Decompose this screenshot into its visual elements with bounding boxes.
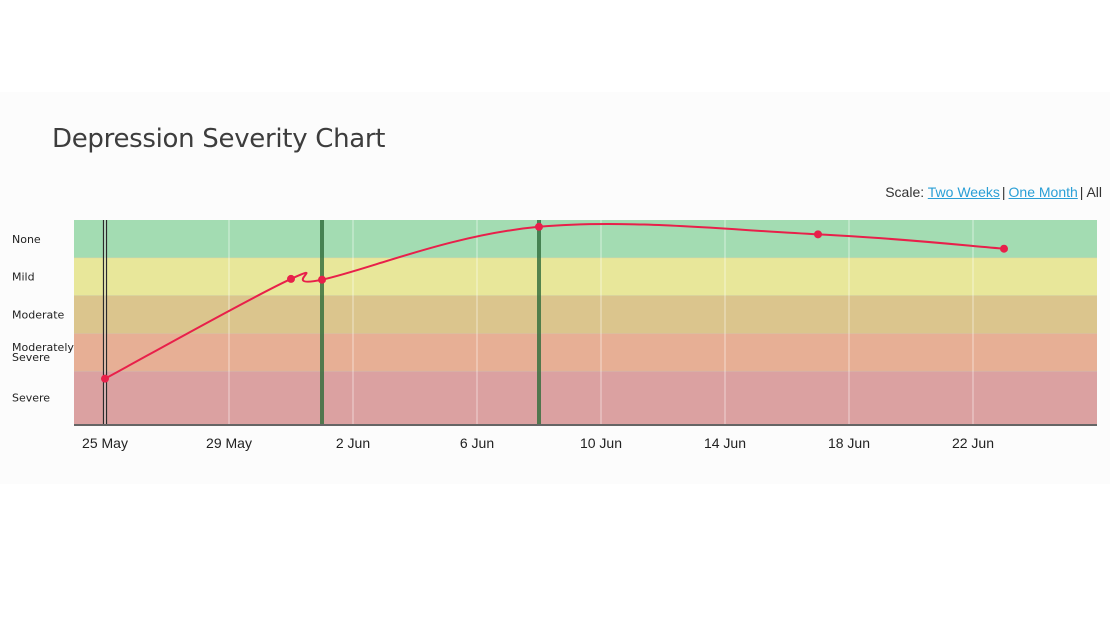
data-point xyxy=(101,374,109,383)
x-tick-label: 14 Jun xyxy=(704,435,746,451)
severity-band xyxy=(74,333,1097,372)
x-tick-label: 2 Jun xyxy=(336,435,370,451)
scale-separator: | xyxy=(1001,184,1006,200)
scale-selector: Scale: Two Weeks | One Month | All xyxy=(885,184,1102,200)
severity-points xyxy=(101,222,1008,383)
x-tick-label: 29 May xyxy=(206,435,252,451)
x-tick-label: 22 Jun xyxy=(952,435,994,451)
severity-band xyxy=(74,295,1097,334)
y-axis-label: Severe xyxy=(12,392,50,405)
scale-one-month-link[interactable]: One Month xyxy=(1008,184,1078,200)
vertical-gridlines xyxy=(104,220,974,424)
severity-band xyxy=(74,257,1097,296)
severity-band xyxy=(74,220,1097,258)
data-point xyxy=(287,274,295,283)
event-markers xyxy=(102,220,541,424)
x-tick-label: 6 Jun xyxy=(460,435,494,451)
y-axis-labels: None Mild Moderate Moderately Severe Severe xyxy=(12,233,74,405)
scale-separator: | xyxy=(1079,184,1084,200)
scale-two-weeks-link[interactable]: Two Weeks xyxy=(927,184,1000,200)
data-point xyxy=(535,222,543,231)
y-axis-label: Mild xyxy=(12,271,35,284)
scale-all-option[interactable]: All xyxy=(1086,184,1102,200)
y-axis-label: None xyxy=(12,233,41,246)
scale-label: Scale: xyxy=(885,184,925,200)
data-point xyxy=(814,230,822,239)
severity-bands xyxy=(74,220,1097,424)
severity-band xyxy=(74,371,1097,424)
x-axis-tick-labels: 25 May 29 May 2 Jun 6 Jun 10 Jun 14 Jun 18 Jun… xyxy=(82,435,994,451)
data-point xyxy=(318,275,326,284)
event-marker xyxy=(320,220,324,424)
x-tick-label: 18 Jun xyxy=(828,435,870,451)
data-point xyxy=(1000,244,1008,253)
page-title: Depression Severity Chart xyxy=(52,124,386,154)
severity-line xyxy=(104,222,1005,380)
y-axis-label: Moderately Severe xyxy=(12,341,74,364)
y-axis-label: Moderate xyxy=(12,308,65,321)
x-tick-label: 10 Jun xyxy=(580,435,622,451)
x-tick-label: 25 May xyxy=(82,435,128,451)
event-marker xyxy=(537,220,541,424)
